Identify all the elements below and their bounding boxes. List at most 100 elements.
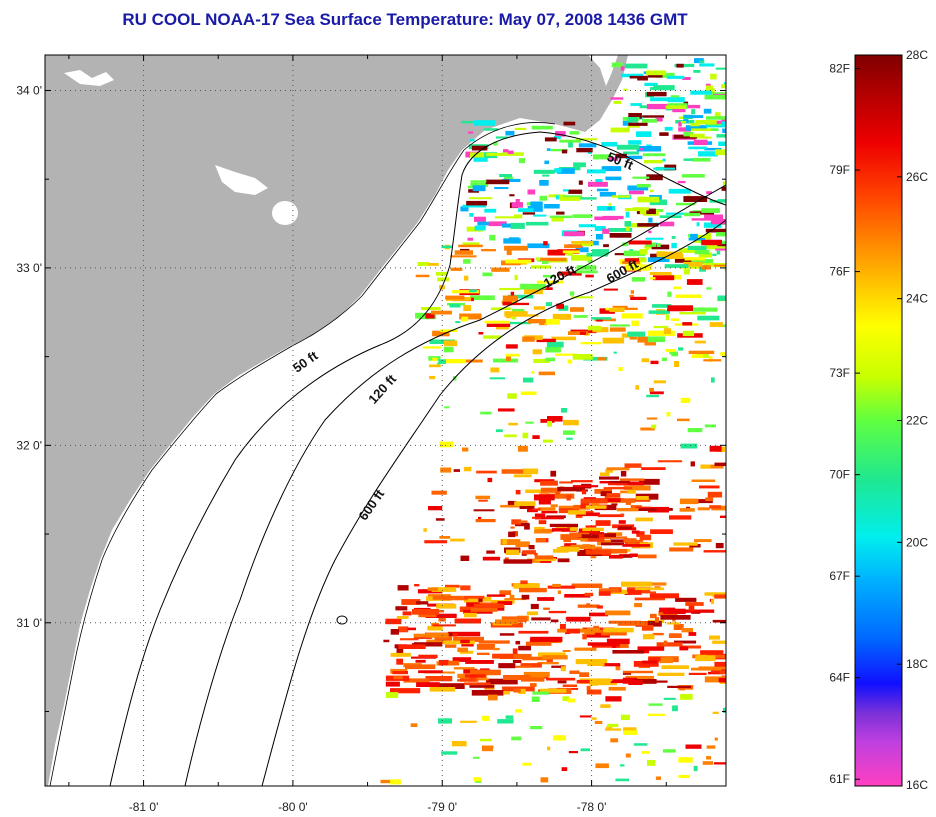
sst-pixel <box>680 121 687 124</box>
sst-pixel <box>683 269 690 275</box>
sst-pixel <box>450 267 463 271</box>
sst-pixel <box>651 424 657 429</box>
sst-pixel <box>649 189 654 193</box>
sst-pixel <box>562 250 580 254</box>
sst-pixel <box>475 495 491 500</box>
sst-pixel <box>541 260 549 264</box>
sst-pixel <box>680 645 701 649</box>
sst-pixel <box>481 715 490 721</box>
sst-pixel <box>623 538 637 543</box>
sst-pixel <box>521 583 540 588</box>
sst-pixel <box>615 153 627 159</box>
sst-pixel <box>646 103 670 110</box>
sst-pixel <box>428 364 441 368</box>
sst-pixel <box>721 118 726 124</box>
sst-pixel <box>497 601 513 605</box>
sst-pixel <box>675 294 702 298</box>
colorbar-celsius-label: 16C <box>906 778 928 792</box>
colorbar-fahrenheit-label: 67F <box>829 569 850 583</box>
sst-pixel <box>539 321 548 326</box>
sst-pixel <box>530 603 539 610</box>
sst-pixel <box>654 586 661 589</box>
sst-pixel <box>706 85 713 91</box>
sst-pixel <box>688 605 695 612</box>
sst-pixel <box>639 478 660 485</box>
sst-pixel <box>579 715 592 718</box>
sst-pixel <box>581 489 587 495</box>
sst-pixel <box>718 677 726 683</box>
sst-pixel <box>694 539 712 543</box>
sst-pixel <box>620 66 625 71</box>
sst-pixel <box>634 587 664 591</box>
sst-pixel <box>602 679 624 684</box>
sst-pixel <box>502 223 512 228</box>
sst-pixel <box>540 516 564 520</box>
sst-pixel <box>594 318 616 322</box>
sst-pixel <box>594 226 606 231</box>
sst-pixel <box>664 126 673 131</box>
sst-pixel <box>527 243 550 249</box>
sst-pixel <box>587 169 606 174</box>
sst-pixel <box>567 510 586 515</box>
sst-pixel <box>603 487 633 490</box>
sst-pixel <box>667 308 685 312</box>
sst-pixel <box>570 544 596 550</box>
sst-pixel <box>523 377 534 383</box>
sst-pixel <box>608 228 633 232</box>
colorbar-fahrenheit-label: 79F <box>829 163 850 177</box>
sst-pixel <box>633 679 657 684</box>
sst-pixel <box>642 118 657 123</box>
sst-pixel <box>628 190 644 195</box>
sst-pixel <box>690 461 695 467</box>
sst-pixel <box>534 494 555 501</box>
sst-pixel <box>538 499 551 505</box>
sst-pixel <box>615 481 644 486</box>
sst-pixel <box>515 709 523 713</box>
sst-pixel <box>713 762 726 765</box>
sst-pixel <box>585 525 597 528</box>
sst-pixel <box>609 308 625 312</box>
sst-pixel <box>670 95 680 98</box>
sst-pixel <box>547 585 576 589</box>
sst-pixel <box>641 358 650 363</box>
sst-pixel <box>683 158 694 161</box>
sst-pixel <box>470 669 501 676</box>
sst-pixel <box>693 765 698 772</box>
sst-pixel <box>599 481 617 484</box>
sst-pixel <box>489 234 496 241</box>
sst-pixel <box>509 594 515 600</box>
sst-pixel <box>629 294 634 297</box>
sst-pixel <box>392 671 408 675</box>
sst-pixel <box>437 277 449 282</box>
sst-pixel <box>470 182 489 187</box>
sst-pixel <box>538 652 566 657</box>
sst-pixel <box>449 303 461 308</box>
sst-pixel <box>418 612 437 618</box>
sst-pixel <box>522 212 536 215</box>
sst-pixel <box>665 314 669 321</box>
sst-pixel <box>566 253 574 256</box>
sst-pixel <box>476 470 497 474</box>
sst-pixel <box>510 291 515 298</box>
sst-pixel <box>513 474 532 478</box>
sst-pixel <box>607 206 612 211</box>
sst-pixel <box>680 693 693 700</box>
sst-pixel <box>481 745 493 752</box>
inland-lake <box>64 70 114 86</box>
sst-pixel <box>438 718 452 724</box>
sst-pixel <box>471 690 504 696</box>
sst-pixel <box>630 296 647 300</box>
sst-pixel <box>477 221 495 226</box>
sst-pixel <box>668 633 682 638</box>
sst-pixel <box>470 152 485 158</box>
sst-pixel <box>549 215 573 219</box>
sst-pixel <box>613 100 622 104</box>
sst-pixel <box>450 538 465 542</box>
sst-pixel <box>710 599 715 604</box>
colorbar-fahrenheit-label: 64F <box>829 671 850 685</box>
sst-pixel <box>395 606 408 611</box>
sst-pixel <box>560 666 566 672</box>
sst-pixel <box>531 696 540 702</box>
sst-pixel <box>716 232 726 237</box>
